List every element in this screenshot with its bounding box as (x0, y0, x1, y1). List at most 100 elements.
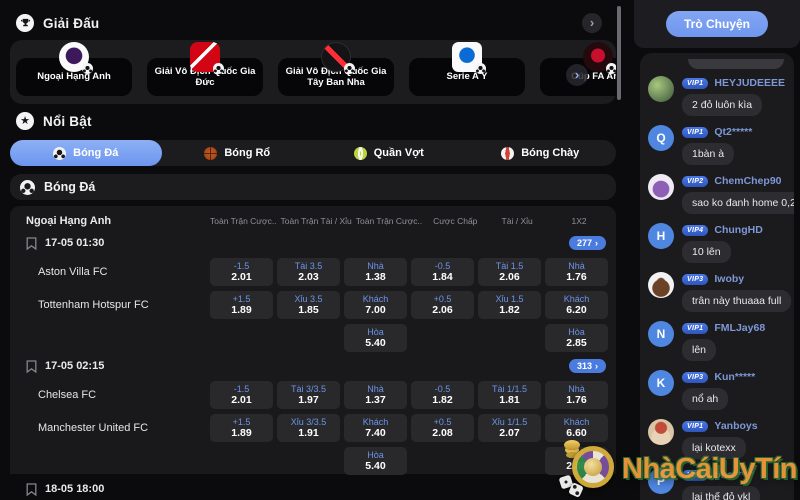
market-count-badge[interactable]: 277 › (568, 236, 606, 250)
odds-cell[interactable]: Xỉu 1.5 1.82 (478, 291, 541, 319)
odds-cell[interactable]: Tài 3/3.5 1.97 (277, 381, 340, 409)
odds-cell[interactable]: Nhà 1.38 (344, 258, 407, 286)
odds-value: 2.03 (298, 270, 319, 283)
odds-label: -1.5 (233, 260, 250, 271)
odds-label: +0.5 (433, 293, 452, 304)
odds-label: -0.5 (434, 383, 451, 394)
odds-value: 2.01 (231, 270, 252, 283)
odds-label: Hòa (568, 326, 585, 337)
odds-label: -1.5 (233, 383, 250, 394)
odds-cell[interactable]: +1.5 1.89 (210, 291, 273, 319)
odds-cell[interactable]: Xỉu 1/1.5 2.07 (478, 414, 541, 442)
odds-value: 1.38 (365, 270, 386, 283)
sport-ball-icon (501, 146, 515, 160)
odds-label: Nhà (367, 260, 384, 271)
bookmark-icon[interactable] (26, 359, 37, 373)
odds-label: Tài 1.5 (495, 260, 524, 271)
odds-cell[interactable]: Khách 7.40 (344, 414, 407, 442)
odds-table-header: Ngoại Hạng Anh Toàn Trận Cược.. Toàn Trậ… (18, 211, 608, 231)
bookmark-icon[interactable] (26, 482, 37, 496)
odds-cell[interactable]: +0.5 2.08 (411, 414, 474, 442)
odds-cell[interactable]: Khách 6.60 (545, 414, 608, 442)
sport-tab[interactable]: Bóng Chày (465, 140, 617, 166)
odds-cell[interactable]: -1.5 2.01 (210, 258, 273, 286)
tournaments-next-button[interactable]: › (582, 13, 602, 33)
chat-message: VIP1 Yanboys lại kotexx (648, 419, 786, 459)
chat-message-bubble: trân này thuaaa full (682, 290, 792, 312)
league-logo-icon (452, 42, 486, 74)
away-team-name: Tottenham Hotspur FC (38, 299, 149, 311)
soccer-ball-badge-icon (344, 63, 355, 74)
match-block: 17-05 02:15 313 › Chelsea FC -1.5 2.01 (18, 356, 608, 475)
odds-label: Xỉu 3.5 (294, 293, 323, 304)
vip-badge: VIP2 (682, 469, 709, 481)
soccer-ball-badge-icon (213, 63, 224, 74)
odds-value: 1.89 (231, 426, 252, 439)
odds-cell-draw[interactable]: Hòa 5.40 (344, 447, 407, 475)
chat-message: H VIP4 ChungHD 10 lên (648, 223, 786, 263)
bookmark-icon[interactable] (26, 236, 37, 250)
sport-tab-label: Quần Vợt (373, 147, 424, 159)
sport-tab[interactable]: Quần Vợt (313, 140, 465, 166)
sport-ball-icon (53, 146, 67, 160)
odds-cell[interactable]: -0.5 1.84 (411, 258, 474, 286)
odds-label: Khách (563, 416, 590, 427)
vip-badge: VIP4 (682, 224, 709, 236)
odds-value: 1.82 (499, 303, 520, 316)
odds-cell[interactable]: -0.5 1.82 (411, 381, 474, 409)
chat-button[interactable]: Trò Chuyện (665, 11, 768, 37)
star-icon: ★ (16, 112, 34, 130)
draw-odds-row: Hòa 5.40 Hòa 2.85 (18, 324, 608, 352)
sport-tab[interactable]: Bóng Rổ (162, 140, 314, 166)
odds-cell-draw[interactable]: Hòa 5.40 (344, 324, 407, 352)
odds-cell[interactable]: Nhà 1.37 (344, 381, 407, 409)
chat-message-bubble: 2 đỏ luôn kìa (682, 94, 763, 116)
sport-section-bar: Bóng Đá (10, 174, 616, 200)
match-time-row: 17-05 01:30 277 › (18, 233, 608, 253)
league-label: Serie A Ý (446, 71, 488, 83)
odds-cell[interactable]: Xỉu 3/3.5 1.91 (277, 414, 340, 442)
match-time: 17-05 01:30 (45, 237, 105, 249)
carousel-next-button[interactable]: › (566, 64, 588, 86)
chat-message: Q VIP1 Qt2***** 1bàn à (648, 125, 786, 165)
odds-cell-draw[interactable]: Hòa 2.85 (545, 324, 608, 352)
odds-cell[interactable]: Nhà 1.76 (545, 258, 608, 286)
chat-message: K VIP3 Kun***** nổ ah (648, 370, 786, 410)
market-count: 277 (576, 238, 592, 248)
market-count-badge[interactable]: 313 › (568, 359, 606, 373)
league-card[interactable]: Giải Vô Địch Quốc Gia Tây Ban Nha (278, 42, 394, 96)
odds-cell[interactable]: Khách 7.00 (344, 291, 407, 319)
odds-value: 1.81 (499, 393, 520, 406)
soccer-ball-badge-icon (82, 63, 93, 74)
odds-cell[interactable]: Nhà 1.76 (545, 381, 608, 409)
chat-header: Trò Chuyện (634, 0, 800, 48)
odds-cell[interactable]: +1.5 1.89 (210, 414, 273, 442)
odds-value: 1.89 (231, 303, 252, 316)
match-block: 18-05 18:00 › (18, 479, 608, 500)
sport-tab[interactable]: Bóng Đá (10, 140, 162, 166)
odds-cell[interactable]: -1.5 2.01 (210, 381, 273, 409)
odds-cell-draw[interactable]: Hòa 2.80 (545, 447, 608, 475)
league-card[interactable]: Giải Vô Địch Quốc Gia Đức (147, 42, 263, 96)
odds-cell[interactable]: Tài 1.5 2.06 (478, 258, 541, 286)
league-card[interactable]: Ngoại Hạng Anh (16, 42, 132, 96)
chat-message: N VIP1 FMLJay68 lên (648, 321, 786, 361)
soccer-ball-badge-icon (606, 63, 616, 74)
main-scrollbar-thumb[interactable] (617, 6, 621, 100)
chat-username: Qt2***** (714, 126, 753, 138)
sport-tab-label: Bóng Đá (73, 147, 119, 159)
chat-username: Iwoby (714, 273, 745, 285)
odds-value: 6.20 (566, 303, 587, 316)
odds-column-header: Tài / Xỉu (501, 216, 533, 226)
match-block: 17-05 01:30 277 › Aston Villa FC -1.5 2.… (18, 233, 608, 352)
odds-cell[interactable]: Tài 1/1.5 1.81 (478, 381, 541, 409)
home-team-name: Chelsea FC (38, 389, 97, 401)
odds-cell[interactable]: Khách 6.20 (545, 291, 608, 319)
odds-cell[interactable]: Xỉu 3.5 1.85 (277, 291, 340, 319)
odds-label: Hòa (568, 449, 585, 460)
odds-cell[interactable]: +0.5 2.06 (411, 291, 474, 319)
odds-label: Tài 3/3.5 (290, 383, 327, 394)
league-card[interactable]: Serie A Ý (409, 42, 525, 96)
chat-username: HEYJUDEEEE (714, 77, 785, 89)
odds-cell[interactable]: Tài 3.5 2.03 (277, 258, 340, 286)
